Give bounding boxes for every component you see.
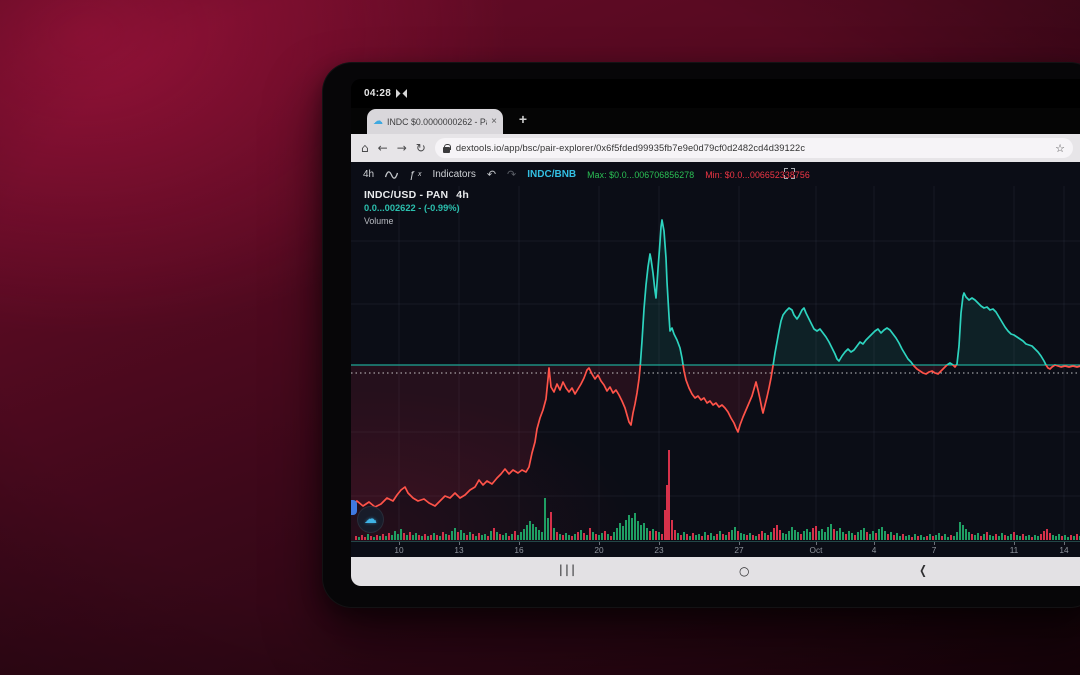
max-price-label: Max: $0.0...006706856278: [587, 169, 695, 180]
axis-tick-mark: [1014, 542, 1015, 545]
tab-close-icon[interactable]: ×: [491, 115, 497, 127]
tab-title: INDC $0.0000000262 - Pair E: [387, 116, 487, 127]
axis-tick-label: 14: [1059, 545, 1069, 555]
android-nav-bar: ||| ○ ❮: [351, 557, 1080, 586]
axis-tick-label: 27: [734, 545, 744, 555]
axis-tick-label: 16: [514, 545, 524, 555]
axis-tick-label: 7: [931, 545, 937, 555]
chart-style-icon[interactable]: [385, 170, 399, 180]
axis-tick-label: 23: [654, 545, 664, 555]
back-icon[interactable]: ←: [377, 141, 388, 155]
status-notification-icon: [396, 89, 408, 98]
status-bar: 04:28: [351, 79, 1080, 108]
dextools-favicon-icon: ☁: [373, 116, 383, 127]
dextools-cloud-icon: ☁: [364, 512, 377, 527]
android-back-button[interactable]: ❮: [919, 563, 927, 577]
pair-title: INDC/USD - PAN 4h: [364, 189, 469, 201]
timeframe-button[interactable]: 4h: [363, 169, 375, 180]
tablet-screen: 04:28 ☁ INDC $0.0000000262 - Pair E × + …: [351, 79, 1080, 586]
axis-tick-mark: [459, 542, 460, 545]
axis-tick-label: 20: [594, 545, 604, 555]
recents-button[interactable]: |||: [559, 564, 578, 577]
min-price-label: Min: $0.0...006652338756: [705, 169, 810, 180]
pair-title-text: INDC/USD - PAN: [364, 189, 449, 201]
lock-icon: [442, 143, 451, 153]
home-button[interactable]: ○: [739, 564, 750, 578]
axis-tick-mark: [399, 542, 400, 545]
price-chart-canvas[interactable]: [351, 162, 1080, 541]
axis-tick-label: Oct: [809, 545, 823, 555]
side-panel-handle[interactable]: [351, 500, 357, 515]
chart-legend: INDC/USD - PAN 4h 0.0...002622 - (-0.99%)…: [364, 189, 469, 226]
axis-tick-label: 13: [454, 545, 464, 555]
legend-timeframe: 4h: [456, 189, 469, 201]
axis-tick-label: 11: [1009, 545, 1019, 555]
redo-icon[interactable]: ↷: [507, 168, 517, 181]
pair-button[interactable]: INDC/BNB: [527, 169, 577, 180]
new-tab-button[interactable]: +: [518, 111, 528, 127]
axis-tick-mark: [739, 542, 740, 545]
reload-icon[interactable]: ↻: [415, 141, 426, 155]
browser-tab[interactable]: ☁ INDC $0.0000000262 - Pair E ×: [367, 109, 503, 134]
axis-tick-mark: [816, 542, 817, 545]
indicators-button[interactable]: Indicators: [432, 169, 476, 180]
axis-tick-mark: [1064, 542, 1065, 545]
dextools-logo-button[interactable]: ☁: [357, 506, 384, 533]
undo-icon[interactable]: ↶: [486, 168, 497, 181]
axis-tick-mark: [599, 542, 600, 545]
axis-tick-mark: [659, 542, 660, 545]
axis-tick-mark: [519, 542, 520, 545]
address-bar[interactable]: dextools.io/app/bsc/pair-explorer/0x6f5f…: [434, 138, 1073, 158]
clock: 04:28: [364, 88, 392, 99]
bookmark-star-icon[interactable]: ☆: [1055, 141, 1065, 155]
price-change-label: 0.0...002622 - (-0.99%): [364, 203, 460, 213]
home-icon[interactable]: ⌂: [361, 141, 369, 155]
tablet-device: 04:28 ☁ INDC $0.0000000262 - Pair E × + …: [322, 62, 1080, 608]
browser-tab-strip: ☁ INDC $0.0000000262 - Pair E × +: [351, 108, 1080, 134]
browser-toolbar: ⌂ ← → ↻ dextools.io/app/bsc/pair-explore…: [351, 134, 1080, 162]
axis-tick-mark: [874, 542, 875, 545]
axis-tick-mark: [934, 542, 935, 545]
url-text: dextools.io/app/bsc/pair-explorer/0x6f5f…: [455, 143, 806, 153]
time-axis[interactable]: 10 13 16 20 23 27 Oct 4 7 11 14: [351, 541, 1080, 557]
volume-label: Volume: [364, 216, 394, 226]
axis-tick-label: 4: [871, 545, 877, 555]
fullscreen-icon[interactable]: [784, 168, 795, 179]
forward-icon[interactable]: →: [396, 141, 407, 155]
axis-tick-label: 10: [394, 545, 404, 555]
